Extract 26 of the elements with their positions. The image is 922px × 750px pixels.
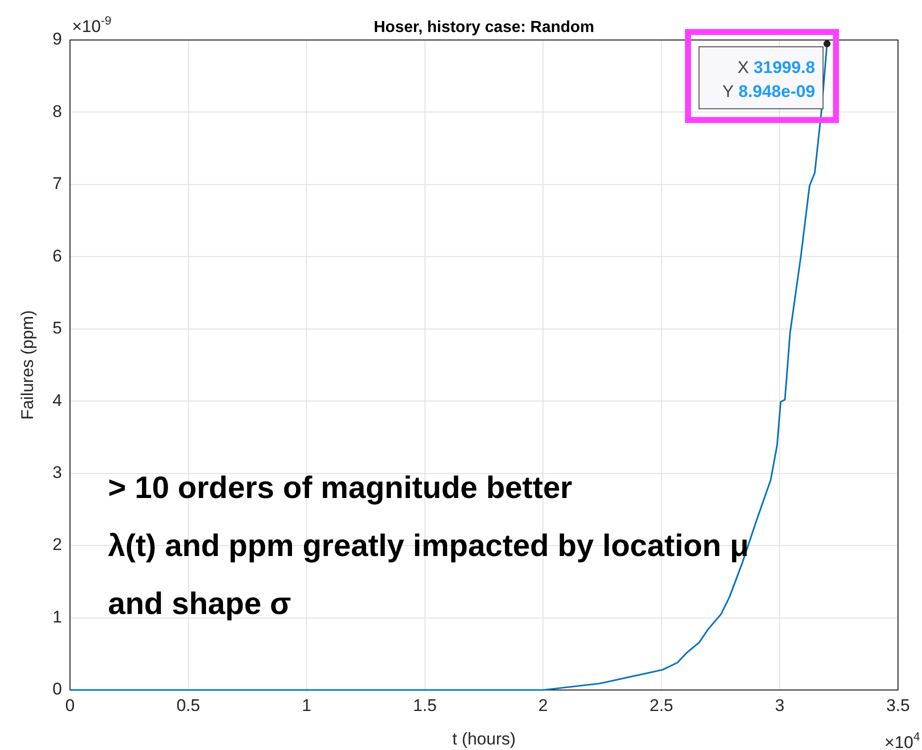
x-axis-title: t (hours) — [452, 729, 516, 748]
x-tick-label: 1.5 — [413, 696, 437, 715]
y-axis-title: Failures (ppm) — [18, 310, 37, 420]
y-tick-label: 0 — [52, 680, 62, 699]
x-tick-label: 2.5 — [650, 696, 674, 715]
annotation: λ(t) and ppm greatly impacted by location μ — [108, 528, 749, 563]
y-tick-label: 8 — [52, 102, 62, 121]
y-tick-label: 4 — [52, 390, 62, 410]
x-tick-label: 1 — [302, 696, 312, 715]
y-tick-label: 9 — [52, 30, 62, 49]
x-tick-label: 2 — [538, 696, 548, 715]
y-tick-label: 2 — [52, 535, 62, 554]
x-tick-label: 3 — [774, 696, 784, 715]
annotation: Y 8.948e-09 — [722, 82, 816, 101]
y-tick-label: 6 — [52, 246, 62, 266]
x-tick-label: 0.5 — [176, 696, 200, 715]
x-tick-label: 3.5 — [886, 696, 910, 715]
annotation: > 10 orders of magnitude better — [108, 470, 572, 505]
annotation: and shape σ — [108, 586, 292, 621]
annotation: X 31999.8 — [738, 58, 816, 77]
chart-title: Hoser, history case: Random — [374, 19, 594, 36]
y-tick-label: 7 — [52, 174, 62, 194]
x-tick-label: 0 — [65, 696, 75, 715]
y-tick-label: 3 — [52, 463, 62, 482]
y-tick-label: 1 — [52, 607, 62, 626]
y-tick-label: 5 — [52, 318, 62, 338]
